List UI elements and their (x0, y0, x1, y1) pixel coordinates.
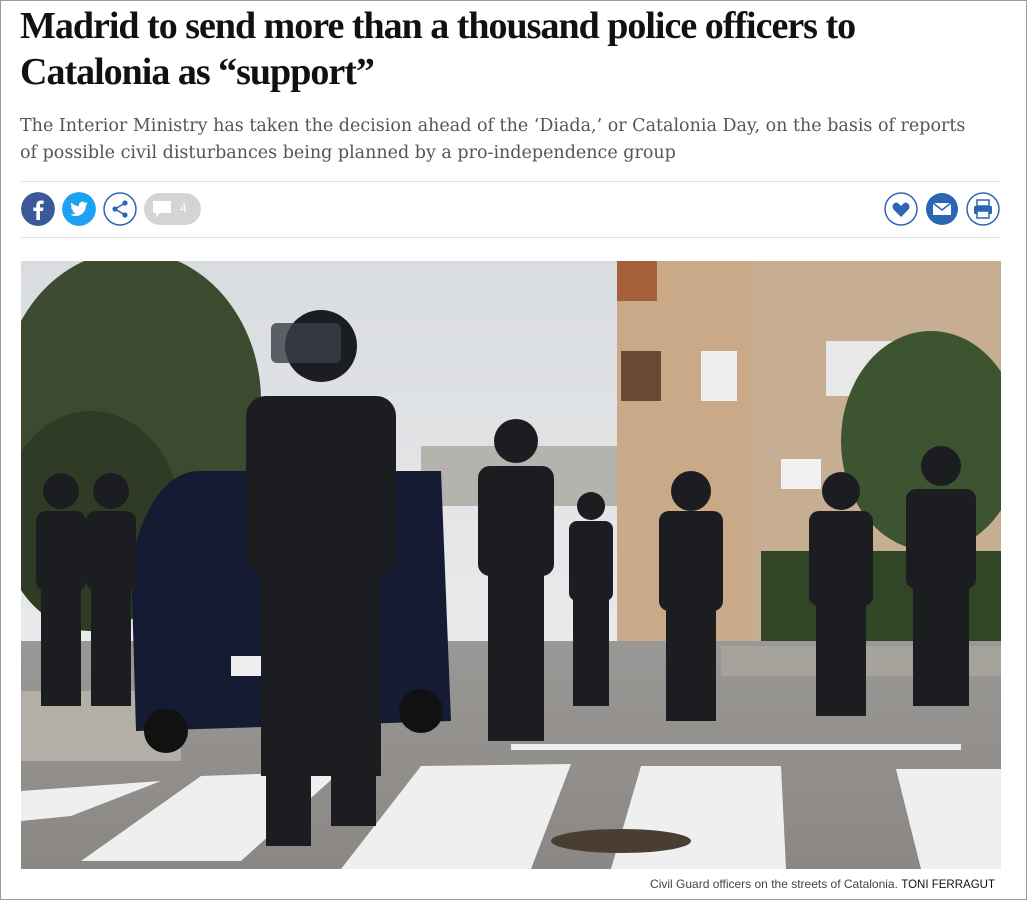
comment-icon (153, 201, 171, 217)
like-button[interactable] (884, 192, 918, 226)
subtitle: The Interior Ministry has taken the deci… (20, 116, 966, 163)
share-button[interactable] (103, 192, 137, 226)
comment-count: 4 (180, 201, 187, 215)
article-photo (21, 261, 1001, 869)
photo-caption: Civil Guard officers on the streets of C… (650, 877, 995, 891)
twitter-button[interactable] (62, 192, 96, 226)
divider (21, 237, 1001, 238)
divider (21, 181, 1001, 182)
photo-credit: TONI FERRAGUT (901, 879, 995, 891)
facebook-button[interactable] (21, 192, 55, 226)
comments-button[interactable]: 4 (144, 193, 201, 225)
officers (36, 310, 976, 846)
headline: Madrid to send more than a thousand poli… (20, 5, 856, 93)
email-button[interactable] (925, 192, 959, 226)
print-button[interactable] (966, 192, 1000, 226)
caption-text: Civil Guard officers on the streets of C… (650, 877, 898, 891)
